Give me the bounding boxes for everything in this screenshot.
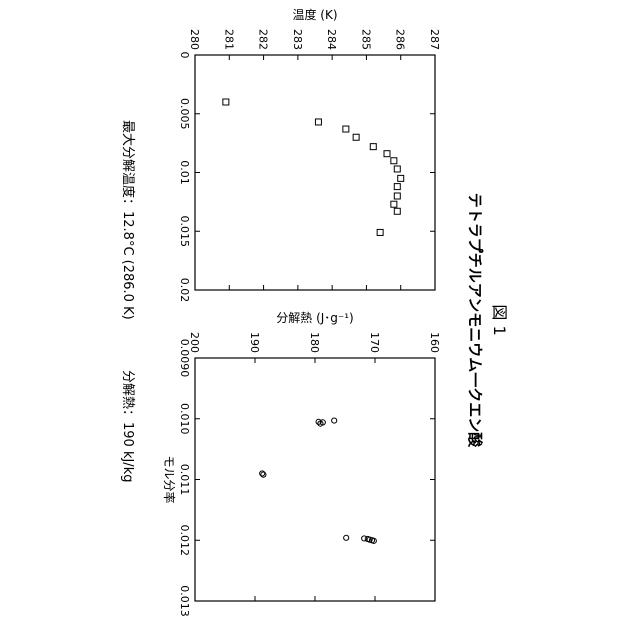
data-point [384,151,390,157]
data-point [377,229,383,235]
data-point [344,535,349,540]
x-tick-label: 0.015 [178,216,191,248]
y-tick-label: 170 [368,332,381,353]
data-point [394,184,400,190]
x-tick-label: 0.02 [178,278,191,303]
y-tick-label: 282 [257,29,270,50]
data-point [398,175,404,181]
data-point [261,472,266,477]
max-temp-note: 最大分解温度：12.8°C (286.0 K) [120,120,136,320]
data-point [370,144,376,150]
figure-title: テトラプ゚チルアンモニウム一クエン酸 [466,193,484,448]
data-point [343,126,349,132]
plot-frame [195,55,435,290]
data-point [391,158,397,164]
y-tick-label: 286 [394,29,407,50]
y-tick-label: 285 [359,29,372,50]
y-tick-label: 280 [188,29,201,50]
data-point [315,119,321,125]
y-axis-label: 分解熱 (J･g⁻¹) [276,311,353,325]
figure-label: 図 1 [490,304,509,335]
data-point [391,201,397,207]
x-tick-label: 0.01 [178,160,191,185]
x-axis-label: モル分率 [162,455,177,503]
data-point [223,99,229,105]
y-tick-label: 190 [248,332,261,353]
y-tick-label: 281 [222,29,235,50]
data-point [394,208,400,214]
data-point [394,193,400,199]
x-tick-label: 0 [178,52,191,59]
temperature-chart: 0 0.005 0.01 0.015 0.02 280 281 282 283 284 285 286… [178,7,441,302]
x-tick-label: 0.012 [178,525,191,557]
y-tick-label: 284 [325,29,338,50]
plot-frame [195,358,435,601]
data-point [353,134,359,140]
data-point [332,418,337,423]
y-tick-label: 160 [428,332,441,353]
y-tick-label: 283 [291,29,304,50]
y-tick-label: 287 [428,29,441,50]
x-tick-label: 0.011 [178,464,191,496]
heat-note: 分解熱：190 kJ/kg [120,370,135,482]
x-tick-label: 0.010 [178,403,191,435]
y-tick-label: 200 [188,332,201,353]
y-tick-label: 180 [308,332,321,353]
data-point [394,166,400,172]
heat-chart: 0.00900.0100.0110.0120.01320019018017016… [162,311,441,617]
x-tick-label: 0.005 [178,98,191,130]
x-tick-label: 0.013 [178,585,191,617]
y-axis-label: 温度 (K) [292,7,337,22]
